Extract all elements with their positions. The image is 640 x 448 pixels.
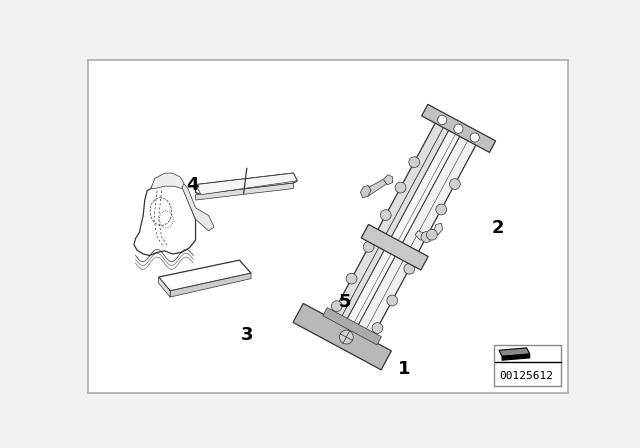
Polygon shape xyxy=(134,178,196,255)
Circle shape xyxy=(380,210,391,220)
Polygon shape xyxy=(337,127,461,345)
Polygon shape xyxy=(196,183,293,200)
Circle shape xyxy=(427,229,437,240)
Polygon shape xyxy=(180,183,214,231)
Text: 2: 2 xyxy=(492,219,504,237)
Polygon shape xyxy=(323,120,451,339)
Polygon shape xyxy=(502,354,530,360)
Circle shape xyxy=(332,301,342,311)
Circle shape xyxy=(409,157,420,168)
Circle shape xyxy=(364,241,374,252)
Polygon shape xyxy=(293,303,392,370)
Circle shape xyxy=(339,330,353,344)
Circle shape xyxy=(395,182,406,193)
Polygon shape xyxy=(383,175,393,185)
Polygon shape xyxy=(159,277,170,297)
Polygon shape xyxy=(433,223,443,235)
Circle shape xyxy=(436,204,447,215)
Circle shape xyxy=(404,263,415,274)
Polygon shape xyxy=(348,133,477,353)
Text: 5: 5 xyxy=(339,293,351,311)
Circle shape xyxy=(449,179,460,190)
Polygon shape xyxy=(196,173,297,195)
Polygon shape xyxy=(170,273,251,297)
Polygon shape xyxy=(363,179,387,196)
Text: 3: 3 xyxy=(241,326,253,344)
Circle shape xyxy=(346,273,357,284)
Polygon shape xyxy=(159,260,251,291)
Polygon shape xyxy=(361,224,428,270)
Circle shape xyxy=(421,232,432,242)
Polygon shape xyxy=(323,308,381,345)
Text: 1: 1 xyxy=(398,360,411,379)
Text: 00125612: 00125612 xyxy=(500,370,554,381)
Polygon shape xyxy=(415,231,428,240)
Text: 4: 4 xyxy=(186,176,199,194)
Polygon shape xyxy=(499,348,530,356)
Bar xyxy=(493,345,561,386)
Polygon shape xyxy=(196,173,297,195)
Circle shape xyxy=(438,115,447,125)
Circle shape xyxy=(372,323,383,333)
Polygon shape xyxy=(337,127,461,345)
Circle shape xyxy=(470,133,479,142)
Circle shape xyxy=(387,295,397,306)
Circle shape xyxy=(454,124,463,134)
Polygon shape xyxy=(422,104,495,152)
Polygon shape xyxy=(360,185,371,198)
Polygon shape xyxy=(151,173,184,189)
